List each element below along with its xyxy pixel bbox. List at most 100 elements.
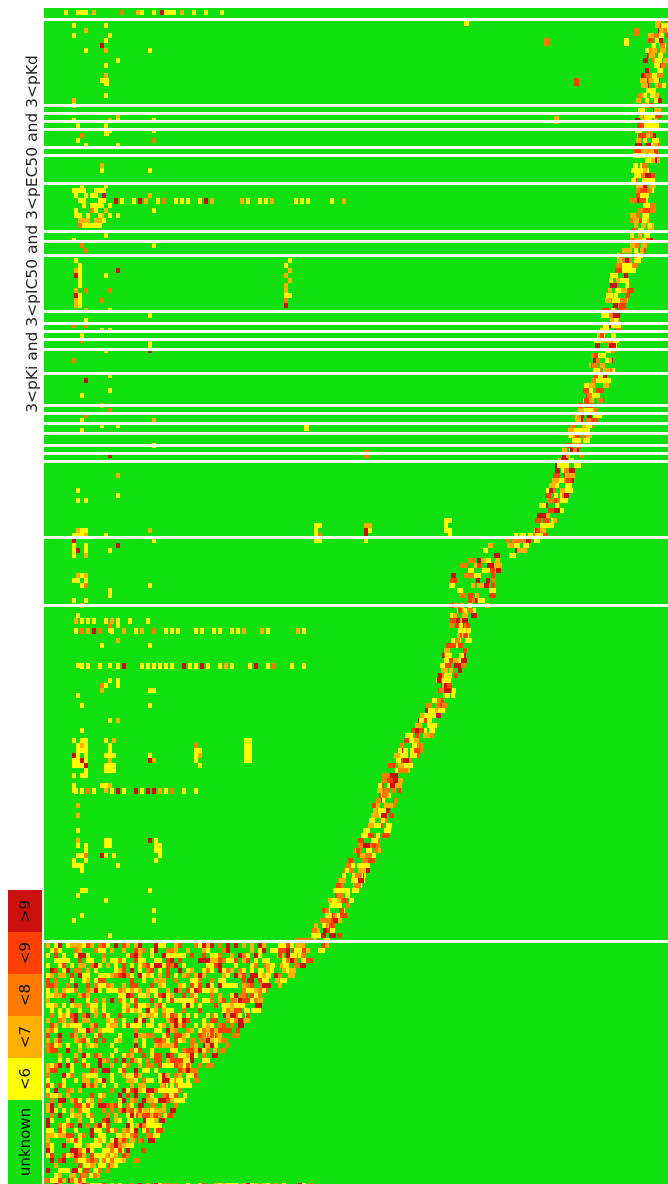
heatmap-cell bbox=[130, 978, 134, 983]
heatmap-cell bbox=[162, 1063, 166, 1068]
heatmap-cell bbox=[138, 943, 142, 948]
heatmap-cell bbox=[110, 1153, 114, 1158]
heatmap-cell bbox=[74, 1023, 78, 1028]
heatmap-cell bbox=[649, 178, 655, 183]
heatmap-cell bbox=[76, 138, 80, 143]
heatmap-cell bbox=[226, 1018, 230, 1023]
heatmap-cell bbox=[467, 628, 471, 633]
heatmap-cell bbox=[339, 883, 344, 888]
heatmap-cell bbox=[234, 983, 238, 988]
heatmap-cell bbox=[122, 1003, 126, 1008]
heatmap-cell bbox=[130, 993, 134, 998]
heatmap-cell bbox=[364, 523, 368, 528]
heatmap-cell bbox=[437, 698, 441, 703]
heatmap-cell bbox=[186, 1013, 190, 1018]
heatmap-cell bbox=[142, 1013, 146, 1018]
heatmap-cell bbox=[122, 963, 126, 968]
heatmap-cell bbox=[404, 763, 411, 768]
heatmap-cell bbox=[597, 388, 604, 393]
heatmap-cell bbox=[346, 863, 353, 868]
heatmap-cell bbox=[250, 963, 254, 968]
heatmap-cell bbox=[158, 973, 162, 978]
heatmap-cell bbox=[568, 428, 575, 433]
heatmap-cell bbox=[573, 448, 577, 453]
heatmap-cell bbox=[74, 298, 78, 303]
heatmap-cell bbox=[462, 623, 469, 628]
heatmap-cell bbox=[154, 988, 158, 993]
heatmap-cell bbox=[134, 1048, 138, 1053]
heatmap-cell bbox=[270, 968, 274, 973]
heatmap-cell bbox=[206, 1028, 210, 1033]
heatmap-cell bbox=[46, 953, 50, 958]
heatmap-cell bbox=[102, 1078, 106, 1083]
heatmap-cell bbox=[62, 1128, 66, 1133]
heatmap-cell bbox=[62, 1083, 66, 1088]
heatmap-cell bbox=[126, 1108, 130, 1113]
heatmap-cell bbox=[114, 943, 118, 948]
heatmap-cell bbox=[86, 983, 90, 988]
heatmap-cell bbox=[46, 1138, 50, 1143]
heatmap-cell bbox=[162, 1038, 166, 1043]
heatmap-cell bbox=[216, 1038, 221, 1043]
heatmap-cell bbox=[50, 1008, 54, 1013]
heatmap-cell bbox=[153, 1133, 160, 1138]
heatmap-cell bbox=[70, 963, 74, 968]
heatmap-cell bbox=[569, 468, 575, 473]
heatmap-cell bbox=[182, 963, 186, 968]
heatmap-cell bbox=[650, 208, 656, 213]
heatmap-cell bbox=[242, 983, 246, 988]
heatmap-cell bbox=[122, 948, 126, 953]
heatmap-cell bbox=[134, 1068, 138, 1073]
heatmap-cell bbox=[630, 243, 635, 248]
heatmap-cell bbox=[625, 283, 629, 288]
heatmap-cell bbox=[162, 1023, 166, 1028]
heatmap-cell bbox=[641, 148, 645, 153]
heatmap-cell bbox=[110, 973, 114, 978]
heatmap-cell bbox=[250, 948, 254, 953]
heatmap-cell bbox=[84, 323, 88, 328]
heatmap-cell bbox=[154, 1098, 158, 1103]
heatmap-cell bbox=[210, 958, 214, 963]
heatmap-cell bbox=[214, 958, 218, 963]
heatmap-cell bbox=[174, 973, 178, 978]
heatmap-cell bbox=[102, 948, 106, 953]
heatmap-cell bbox=[300, 963, 306, 968]
heatmap-cell bbox=[80, 728, 84, 733]
heatmap-cell bbox=[62, 1143, 66, 1148]
heatmap-cell bbox=[468, 558, 474, 563]
heatmap-cell bbox=[130, 963, 134, 968]
heatmap-cell bbox=[142, 973, 146, 978]
heatmap-cell bbox=[258, 953, 262, 958]
heatmap-cell bbox=[663, 58, 668, 63]
heatmap-cell bbox=[102, 953, 106, 958]
heatmap-cell bbox=[152, 758, 156, 763]
heatmap-cell bbox=[628, 248, 632, 253]
heatmap-cell bbox=[493, 568, 498, 573]
heatmap-cell bbox=[557, 463, 563, 468]
heatmap-cell bbox=[301, 958, 307, 963]
heatmap-cell bbox=[439, 688, 445, 693]
heatmap-cell bbox=[138, 1023, 142, 1028]
heatmap-cell bbox=[285, 968, 291, 973]
heatmap-cell bbox=[632, 243, 639, 248]
heatmap-cell bbox=[80, 868, 84, 873]
heatmap-cell bbox=[142, 1128, 146, 1133]
heatmap-cell bbox=[446, 673, 452, 678]
heatmap-cell bbox=[214, 988, 218, 993]
heatmap-cell bbox=[214, 1028, 218, 1033]
heatmap-cell bbox=[122, 968, 126, 973]
heatmap-cell bbox=[54, 1043, 58, 1048]
heatmap-cell bbox=[585, 408, 589, 413]
heatmap-cell bbox=[575, 418, 581, 423]
heatmap-cell bbox=[554, 483, 559, 488]
heatmap-cell bbox=[627, 288, 634, 293]
heatmap-cell bbox=[422, 713, 428, 718]
heatmap-cell bbox=[80, 788, 84, 794]
heatmap-cell bbox=[150, 1088, 154, 1093]
heatmap-cell bbox=[120, 10, 124, 15]
heatmap-cell bbox=[94, 1123, 98, 1128]
heatmap-cell bbox=[330, 198, 334, 204]
heatmap-cell bbox=[611, 333, 616, 338]
heatmap-cell bbox=[138, 953, 142, 958]
row-separator bbox=[44, 240, 668, 243]
